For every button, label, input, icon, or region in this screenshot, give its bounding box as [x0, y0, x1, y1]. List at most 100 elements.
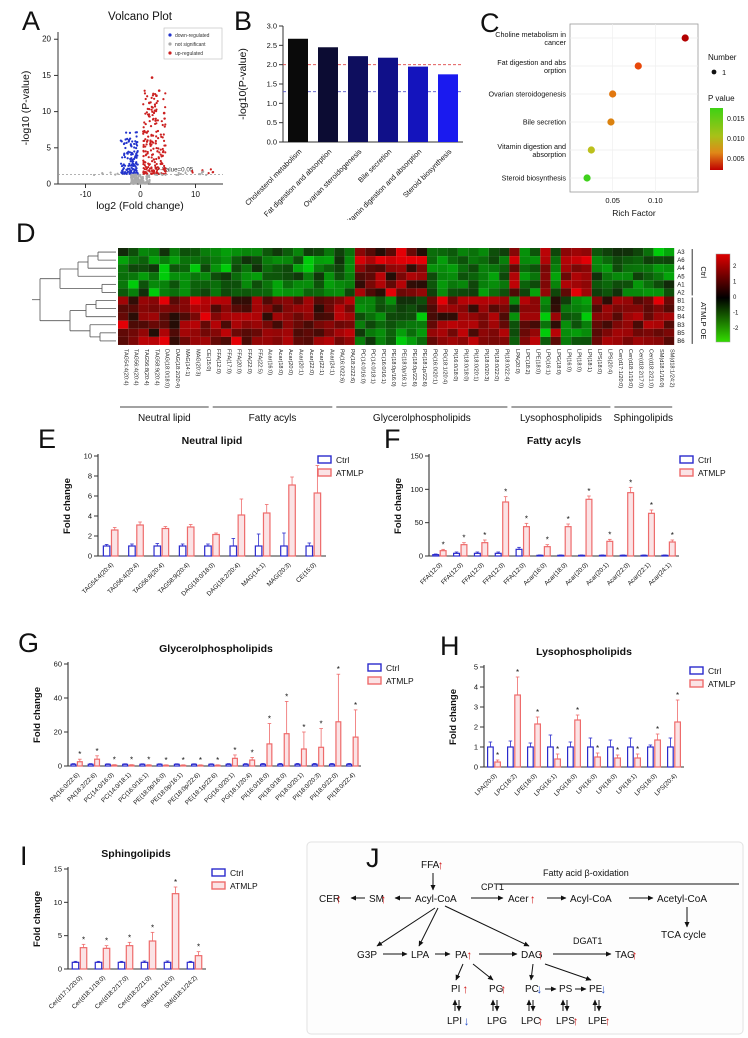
row-group-atmlp-oe: ATMLP OE: [699, 302, 708, 339]
chart-title: Glycerolphospholipids: [159, 643, 273, 655]
svg-text:PC(14:0/16:0): PC(14:0/16:0): [359, 349, 365, 384]
heatmap-row-label: A5: [677, 274, 685, 280]
svg-text:10: 10: [54, 898, 62, 907]
svg-text:Acar(22:0): Acar(22:0): [308, 349, 314, 375]
heatmap-row-label: B3: [677, 323, 685, 329]
svg-text:1: 1: [722, 68, 726, 77]
atmlp-bar: [288, 484, 296, 557]
atmlp-bar: [249, 759, 256, 767]
svg-text:Bile secretion: Bile secretion: [523, 118, 566, 127]
atmlp-bar: [110, 529, 119, 557]
ctrl-bar: [486, 746, 494, 768]
ctrl-bar: [242, 763, 249, 767]
atmlp-bar: [502, 501, 510, 557]
ctrl-bar: [229, 545, 238, 557]
ctrl-bar: [661, 554, 669, 557]
pathway-node-lpi: LPI: [447, 1016, 462, 1027]
atmlp-bar: [352, 736, 359, 767]
svg-text:LPI(16:0): LPI(16:0): [575, 772, 598, 795]
svg-text:LPG(18:0): LPG(18:0): [555, 349, 561, 375]
panel-letter-d: D: [16, 218, 36, 248]
svg-text:FFA(22:0): FFA(22:0): [246, 349, 252, 374]
pathway-node-ps: PS: [559, 984, 573, 995]
svg-text:PE(18:0p/16:0): PE(18:0p/16:0): [390, 349, 396, 387]
legend-ctrl-label: Ctrl: [386, 663, 399, 673]
ctrl-bar: [311, 763, 318, 767]
heatmap-col-labels: TAG54:4(20:4) TAG56:4(20:4) TAG56:8(20:4) T…: [122, 349, 674, 388]
legend-ctrl-label: Ctrl: [708, 666, 721, 676]
ctrl-bar: [432, 554, 440, 557]
svg-text:1.5: 1.5: [267, 80, 277, 89]
ctrl-bar: [139, 763, 146, 767]
rich-factor-dot: [681, 34, 689, 42]
svg-text:PI(18:0/22:4): PI(18:0/22:4): [503, 349, 509, 381]
significance-asterisk: *: [567, 515, 570, 524]
pathway-node-acetyl-coa: Acetyl-CoA: [657, 894, 707, 905]
volcano-legend: down-regulated not significant up-regulate…: [163, 27, 223, 60]
atmlp-bar: [212, 533, 220, 557]
pathway-node-lpg: LPG: [487, 1016, 507, 1027]
svg-text:MAG(20:3): MAG(20:3): [194, 349, 200, 376]
atmlp-bar: [76, 761, 83, 767]
chart-title: Neutral lipid: [182, 435, 243, 447]
svg-text:LPE(18:0): LPE(18:0): [534, 349, 540, 374]
atmlp-bar: [614, 757, 622, 768]
significance-asterisk: *: [576, 706, 579, 715]
legend-ctrl-label: Ctrl: [336, 455, 349, 465]
svg-text:10: 10: [84, 452, 92, 461]
svg-text:LPS(18:0): LPS(18:0): [596, 349, 602, 374]
atmlp-bar: [145, 764, 152, 767]
significance-asterisk: *: [130, 756, 133, 765]
volcano-ylabel: -log10 (P-value): [20, 71, 32, 146]
significance-asterisk: *: [616, 746, 619, 755]
ctrl-bar: [254, 545, 263, 557]
svg-text:20: 20: [42, 35, 51, 44]
ctrl-bar: [328, 763, 335, 767]
svg-text:10: 10: [42, 107, 51, 116]
svg-text:Acar(18:0): Acar(18:0): [277, 349, 283, 375]
svg-text:PE(18:1p/22:6): PE(18:1p/22:6): [421, 349, 427, 387]
svg-text:PG(18:1/20:4): PG(18:1/20:4): [442, 349, 448, 384]
svg-text:absorption: absorption: [532, 150, 566, 159]
row-dendrogram: [32, 251, 116, 342]
atmlp-bar: [313, 492, 322, 557]
bar-b-ylabel: -log10(P-value): [237, 48, 249, 120]
svg-text:Steroid biosynthesis: Steroid biosynthesis: [502, 174, 567, 183]
heatmap-row-label: B4: [677, 315, 685, 321]
series-legend: Ctrl ATMLP: [689, 666, 736, 689]
svg-text:PE(18:0p/16:1): PE(18:0p/16:1): [400, 349, 406, 387]
up-arrow-icon: ↑: [380, 892, 386, 906]
pathway-node-pc: PC: [525, 984, 539, 995]
pathway-edges: [350, 873, 739, 1012]
heatmap-colorbar: [715, 253, 731, 343]
svg-text:PE(18:0p/22:6): PE(18:0p/22:6): [411, 349, 417, 387]
atmlp-bar: [606, 540, 614, 557]
heatmap-row-label: A1: [677, 282, 685, 288]
svg-text:20: 20: [54, 728, 62, 737]
svg-text:5: 5: [58, 931, 62, 940]
dot-xlabel: Rich Factor: [612, 208, 656, 218]
svg-text:0: 0: [474, 763, 478, 772]
pathway-node-lps: LPS: [556, 1016, 575, 1027]
bar-2: [348, 56, 368, 142]
svg-text:60: 60: [54, 660, 62, 669]
svg-text:Cer(d18:1/19:0): Cer(d18:1/19:0): [627, 349, 633, 388]
atmlp-bar: [237, 514, 246, 557]
glycerolphospholipids-bar-chart: Glycerolphospholipids 0 20 40 60 Fold change *…: [32, 643, 414, 806]
svg-text:0: 0: [58, 762, 62, 771]
ctrl-bar: [204, 545, 212, 557]
svg-text:0.005: 0.005: [727, 156, 745, 163]
svg-text:TAG54:4(20:4): TAG54:4(20:4): [122, 349, 128, 386]
svg-text:LPC(18:2): LPC(18:2): [524, 349, 530, 375]
panel-letter-g: G: [18, 628, 40, 658]
pathway-node-cpt1: CPT1: [481, 882, 504, 892]
svg-text:DAG(18:0/18:0): DAG(18:0/18:0): [164, 349, 170, 388]
significance-asterisk: *: [105, 937, 108, 946]
atmlp-bar: [439, 550, 447, 557]
up-arrow-icon: ↑: [605, 1014, 611, 1028]
svg-text:-1: -1: [733, 311, 739, 317]
svg-text:100: 100: [410, 485, 423, 494]
rich-factor-dot: [609, 90, 617, 98]
svg-text:FFA(12:0): FFA(12:0): [215, 349, 221, 374]
heatmap-row-label: A2: [677, 290, 685, 296]
